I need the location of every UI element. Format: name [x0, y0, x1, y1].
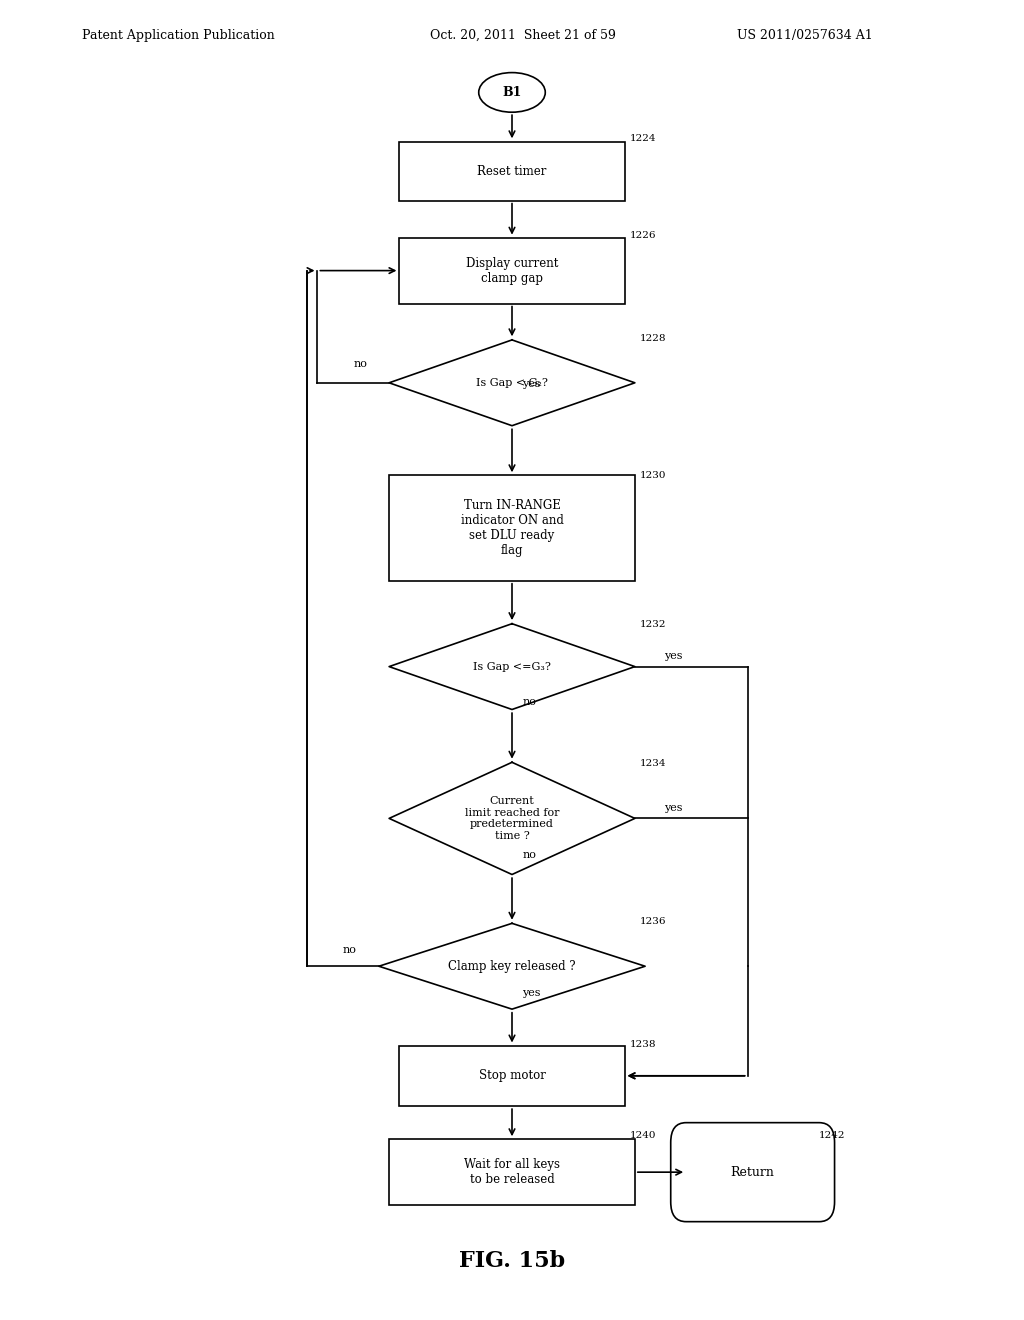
Text: 1240: 1240: [630, 1131, 656, 1140]
Text: Return: Return: [731, 1166, 774, 1179]
Text: 1234: 1234: [640, 759, 667, 768]
Text: Clamp key released ?: Clamp key released ?: [449, 960, 575, 973]
Text: Oct. 20, 2011  Sheet 21 of 59: Oct. 20, 2011 Sheet 21 of 59: [430, 29, 616, 42]
Text: Turn IN-RANGE
indicator ON and
set DLU ready
flag: Turn IN-RANGE indicator ON and set DLU r…: [461, 499, 563, 557]
Polygon shape: [389, 763, 635, 874]
Text: no: no: [343, 945, 357, 956]
Text: 1224: 1224: [630, 135, 656, 144]
Text: Wait for all keys
to be released: Wait for all keys to be released: [464, 1158, 560, 1187]
Text: Patent Application Publication: Patent Application Publication: [82, 29, 274, 42]
FancyBboxPatch shape: [389, 1139, 635, 1205]
Text: yes: yes: [664, 803, 682, 813]
Text: US 2011/0257634 A1: US 2011/0257634 A1: [737, 29, 873, 42]
Text: B1: B1: [503, 86, 521, 99]
Text: Reset timer: Reset timer: [477, 165, 547, 178]
Text: 1228: 1228: [640, 334, 667, 343]
Text: no: no: [522, 850, 537, 861]
Text: Display current
clamp gap: Display current clamp gap: [466, 256, 558, 285]
Text: no: no: [522, 697, 537, 708]
Text: 1232: 1232: [640, 620, 667, 630]
Text: 1230: 1230: [640, 471, 667, 480]
FancyBboxPatch shape: [671, 1122, 835, 1222]
Text: Current
limit reached for
predetermined
time ?: Current limit reached for predetermined …: [465, 796, 559, 841]
FancyBboxPatch shape: [389, 475, 635, 581]
FancyBboxPatch shape: [399, 1045, 625, 1106]
Text: 1238: 1238: [630, 1040, 656, 1049]
Text: no: no: [353, 359, 368, 370]
Text: 1242: 1242: [819, 1131, 846, 1140]
Text: Is Gap <=G₃?: Is Gap <=G₃?: [473, 661, 551, 672]
Polygon shape: [389, 624, 635, 710]
FancyBboxPatch shape: [399, 141, 625, 201]
Text: Is Gap < G₂?: Is Gap < G₂?: [476, 378, 548, 388]
Text: yes: yes: [664, 651, 682, 661]
Text: yes: yes: [522, 379, 541, 389]
Text: Stop motor: Stop motor: [478, 1069, 546, 1082]
Polygon shape: [379, 924, 645, 1008]
FancyBboxPatch shape: [399, 238, 625, 304]
Text: yes: yes: [522, 987, 541, 998]
Ellipse shape: [479, 73, 545, 112]
Text: FIG. 15b: FIG. 15b: [459, 1250, 565, 1271]
Polygon shape: [389, 341, 635, 425]
Text: 1226: 1226: [630, 231, 656, 240]
Text: 1236: 1236: [640, 917, 667, 927]
